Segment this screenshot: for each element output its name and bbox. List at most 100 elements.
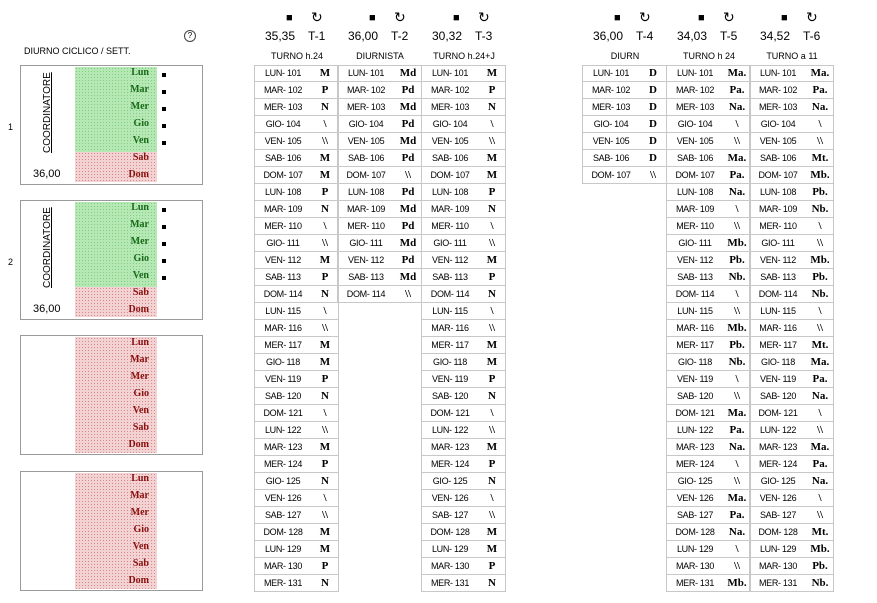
- table-row[interactable]: LUN- 108 Pd: [338, 184, 422, 201]
- table-row[interactable]: SAB- 127 \\: [750, 507, 834, 524]
- table-row[interactable]: DOM- 107 M: [422, 167, 506, 184]
- table-row[interactable]: GIO- 104 \: [667, 116, 751, 133]
- table-row[interactable]: MER- 103 D: [583, 99, 667, 116]
- table-row[interactable]: MER- 103 Na.: [667, 99, 751, 116]
- table-row[interactable]: MER- 124 \: [667, 456, 751, 473]
- stop-icon[interactable]: ■: [614, 12, 621, 24]
- table-row[interactable]: VEN- 112 M: [422, 252, 506, 269]
- table-row[interactable]: GIO- 104 D: [583, 116, 667, 133]
- table-row[interactable]: GIO- 118 Ma.: [750, 354, 834, 371]
- table-row[interactable]: SAB- 113 P: [422, 269, 506, 286]
- table-row[interactable]: MAR- 130 P: [255, 558, 339, 575]
- table-row[interactable]: VEN- 105 \\: [255, 133, 339, 150]
- table-row[interactable]: LUN- 129 M: [255, 541, 339, 558]
- table-row[interactable]: LUN- 115 \: [255, 303, 339, 320]
- table-row[interactable]: VEN- 105 \\: [750, 133, 834, 150]
- table-row[interactable]: MER- 131 Mb.: [667, 575, 751, 592]
- table-row[interactable]: MER- 131 N: [422, 575, 506, 592]
- table-row[interactable]: VEN- 105 \\: [667, 133, 751, 150]
- table-row[interactable]: MAR- 102 D: [583, 82, 667, 99]
- table-row[interactable]: VEN- 126 \: [255, 490, 339, 507]
- table-row[interactable]: LUN- 101 M: [255, 65, 339, 82]
- table-row[interactable]: GIO- 111 \\: [255, 235, 339, 252]
- stop-icon[interactable]: ■: [453, 12, 460, 24]
- table-row[interactable]: MAR- 109 N: [255, 201, 339, 218]
- table-row[interactable]: MER- 124 P: [255, 456, 339, 473]
- table-row[interactable]: SAB- 106 Pd: [338, 150, 422, 167]
- table-row[interactable]: VEN- 112 Pd: [338, 252, 422, 269]
- cycle-icon[interactable]: ↻: [311, 9, 323, 25]
- table-row[interactable]: DOM- 114 \\: [338, 286, 422, 303]
- table-row[interactable]: MAR- 123 Ma.: [750, 439, 834, 456]
- table-row[interactable]: VEN- 112 M: [255, 252, 339, 269]
- table-row[interactable]: VEN- 112 Mb.: [750, 252, 834, 269]
- table-row[interactable]: LUN- 101 D: [583, 65, 667, 82]
- table-row[interactable]: DOM- 114 Nb.: [750, 286, 834, 303]
- table-row[interactable]: VEN- 105 \\: [422, 133, 506, 150]
- stop-icon[interactable]: ■: [369, 12, 376, 24]
- table-row[interactable]: SAB- 106 M: [255, 150, 339, 167]
- table-row[interactable]: GIO- 111 Mb.: [667, 235, 751, 252]
- table-row[interactable]: VEN- 105 D: [583, 133, 667, 150]
- table-row[interactable]: DOM- 107 \\: [583, 167, 667, 184]
- table-row[interactable]: LUN- 101 Md: [338, 65, 422, 82]
- table-row[interactable]: SAB- 120 N: [422, 388, 506, 405]
- table-row[interactable]: MAR- 116 Mb.: [667, 320, 751, 337]
- table-row[interactable]: GIO- 125 \\: [667, 473, 751, 490]
- table-row[interactable]: VEN- 112 Pb.: [667, 252, 751, 269]
- table-row[interactable]: SAB- 113 Md: [338, 269, 422, 286]
- table-row[interactable]: MER- 117 Pb.: [667, 337, 751, 354]
- table-row[interactable]: DOM- 128 M: [422, 524, 506, 541]
- table-row[interactable]: DOM- 107 Pa.: [667, 167, 751, 184]
- cycle-icon[interactable]: ↻: [478, 9, 490, 25]
- table-row[interactable]: LUN- 115 \\: [667, 303, 751, 320]
- table-row[interactable]: LUN- 122 Pa.: [667, 422, 751, 439]
- table-row[interactable]: MAR- 116 \\: [422, 320, 506, 337]
- table-row[interactable]: GIO- 104 \: [750, 116, 834, 133]
- table-row[interactable]: LUN- 108 Na.: [667, 184, 751, 201]
- table-row[interactable]: SAB- 113 P: [255, 269, 339, 286]
- table-row[interactable]: DOM- 107 Mb.: [750, 167, 834, 184]
- table-row[interactable]: SAB- 127 Pa.: [667, 507, 751, 524]
- table-row[interactable]: MER- 103 Na.: [750, 99, 834, 116]
- table-row[interactable]: MER- 103 N: [422, 99, 506, 116]
- table-row[interactable]: LUN- 115 \: [422, 303, 506, 320]
- table-row[interactable]: SAB- 113 Pb.: [750, 269, 834, 286]
- table-row[interactable]: MAR- 123 M: [255, 439, 339, 456]
- table-row[interactable]: LUN- 122 \\: [255, 422, 339, 439]
- table-row[interactable]: LUN- 108 Pb.: [750, 184, 834, 201]
- table-row[interactable]: GIO- 104 Pd: [338, 116, 422, 133]
- table-row[interactable]: DOM- 128 Na.: [667, 524, 751, 541]
- table-row[interactable]: LUN- 108 P: [255, 184, 339, 201]
- table-row[interactable]: DOM- 121 \: [422, 405, 506, 422]
- table-row[interactable]: MER- 117 Mt.: [750, 337, 834, 354]
- table-row[interactable]: DOM- 114 \: [667, 286, 751, 303]
- table-row[interactable]: MAR- 130 P: [422, 558, 506, 575]
- table-row[interactable]: MER- 110 \\: [667, 218, 751, 235]
- table-row[interactable]: SAB- 127 \\: [255, 507, 339, 524]
- table-row[interactable]: MAR- 130 Pb.: [750, 558, 834, 575]
- table-row[interactable]: LUN- 122 \\: [750, 422, 834, 439]
- table-row[interactable]: SAB- 127 \\: [422, 507, 506, 524]
- table-row[interactable]: DOM- 114 N: [255, 286, 339, 303]
- table-row[interactable]: DOM- 107 M: [255, 167, 339, 184]
- table-row[interactable]: MER- 110 \: [255, 218, 339, 235]
- table-row[interactable]: MER- 131 Nb.: [750, 575, 834, 592]
- stop-icon[interactable]: ■: [698, 12, 705, 24]
- table-row[interactable]: GIO- 104 \: [255, 116, 339, 133]
- table-row[interactable]: GIO- 118 M: [255, 354, 339, 371]
- table-row[interactable]: DOM- 128 Mt.: [750, 524, 834, 541]
- table-row[interactable]: SAB- 113 Nb.: [667, 269, 751, 286]
- table-row[interactable]: VEN- 126 Ma.: [667, 490, 751, 507]
- table-row[interactable]: LUN- 129 Mb.: [750, 541, 834, 558]
- table-row[interactable]: VEN- 119 Pa.: [750, 371, 834, 388]
- cycle-icon[interactable]: ↻: [394, 9, 406, 25]
- table-row[interactable]: SAB- 106 Ma.: [667, 150, 751, 167]
- table-row[interactable]: GIO- 118 M: [422, 354, 506, 371]
- table-row[interactable]: SAB- 120 Na.: [750, 388, 834, 405]
- table-row[interactable]: VEN- 119 P: [255, 371, 339, 388]
- table-row[interactable]: LUN- 101 Ma.: [750, 65, 834, 82]
- table-row[interactable]: DOM- 121 \: [255, 405, 339, 422]
- help-icon[interactable]: ?: [184, 30, 196, 42]
- table-row[interactable]: VEN- 126 \: [422, 490, 506, 507]
